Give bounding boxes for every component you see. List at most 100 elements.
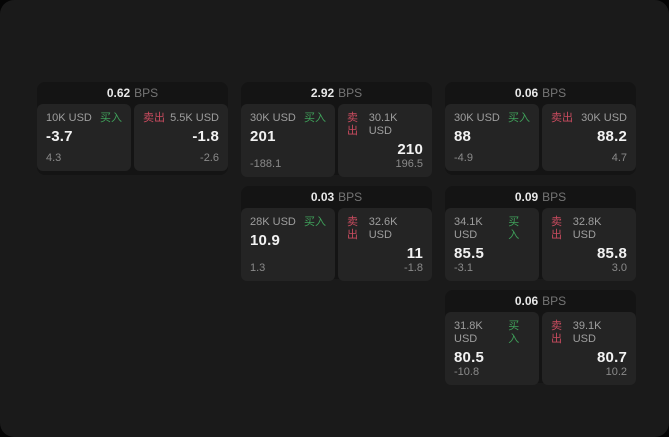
buy-button[interactable]: 买入	[508, 320, 520, 345]
card-body: 34.1K USD 买入 85.5 -3.1 卖出 32.8K USD 85.8…	[445, 208, 636, 285]
buy-quote-tile[interactable]: 31.8K USD 买入 80.5 -10.8	[445, 312, 539, 385]
sell-amount: 5.5K USD	[170, 112, 219, 124]
sell-button[interactable]: 卖出	[551, 216, 562, 241]
sell-delta: 10.2	[605, 366, 627, 378]
sell-amount: 30.1K USD	[368, 112, 398, 137]
bps-unit-label: BPS	[542, 190, 567, 204]
card-header: 0.06 BPS	[445, 290, 636, 312]
quote-card: 2.92 BPS 30K USD 买入 201 -188.1 卖出 30.1K …	[241, 82, 432, 177]
sell-delta: 3.0	[611, 262, 627, 274]
card-header: 0.62 BPS	[37, 82, 228, 104]
card-body: 10K USD 买入 -3.7 4.3 卖出 5.5K USD -1.8 -2.…	[37, 104, 228, 175]
buy-button[interactable]: 买入	[100, 112, 122, 124]
sell-price: 210	[397, 141, 423, 158]
buy-button[interactable]: 买入	[508, 216, 520, 241]
card-header: 0.06 BPS	[445, 82, 636, 104]
sell-tile-header: 卖出 30.1K USD	[347, 112, 423, 138]
bps-unit-label: BPS	[338, 86, 363, 100]
sell-price: 11	[406, 245, 423, 262]
quote-card-grid: 0.62 BPS 10K USD 买入 -3.7 4.3 卖出 5.5K USD	[37, 82, 636, 385]
buy-delta: -4.9	[454, 152, 473, 164]
buy-delta: -3.1	[454, 262, 473, 274]
buy-tile-header: 28K USD 买入	[250, 216, 326, 229]
sell-price: -1.8	[192, 128, 219, 145]
buy-amount: 31.8K USD	[454, 320, 483, 345]
buy-price: 201	[250, 128, 276, 145]
buy-quote-tile[interactable]: 30K USD 买入 88 -4.9	[445, 104, 539, 171]
bps-unit-label: BPS	[542, 294, 567, 308]
card-body: 30K USD 买入 201 -188.1 卖出 30.1K USD 210 1…	[241, 104, 432, 181]
buy-tile-header: 30K USD 买入	[250, 112, 326, 125]
sell-price: 80.7	[597, 349, 627, 366]
buy-delta: 1.3	[250, 262, 266, 274]
buy-tile-header: 30K USD 买入	[454, 112, 530, 125]
sell-amount: 32.6K USD	[368, 216, 398, 241]
sell-tile-header: 卖出 30K USD	[551, 112, 627, 125]
buy-button[interactable]: 买入	[304, 216, 326, 228]
bps-value: 0.06	[514, 294, 539, 308]
buy-quote-tile[interactable]: 10K USD 买入 -3.7 4.3	[37, 104, 131, 171]
quote-card: 0.62 BPS 10K USD 买入 -3.7 4.3 卖出 5.5K USD	[37, 82, 228, 175]
bps-value: 2.92	[310, 86, 335, 100]
buy-price: 80.5	[454, 349, 484, 366]
sell-button[interactable]: 卖出	[347, 112, 358, 137]
buy-quote-tile[interactable]: 34.1K USD 买入 85.5 -3.1	[445, 208, 539, 281]
sell-price: 88.2	[597, 128, 627, 145]
buy-amount: 10K USD	[46, 112, 92, 124]
buy-delta: -10.8	[454, 366, 480, 378]
sell-amount: 30K USD	[581, 112, 627, 124]
buy-tile-header: 31.8K USD 买入	[454, 320, 530, 346]
sell-quote-tile[interactable]: 卖出 32.8K USD 85.8 3.0	[542, 208, 636, 281]
bps-unit-label: BPS	[134, 86, 159, 100]
bps-value: 0.06	[514, 86, 539, 100]
buy-amount: 30K USD	[250, 112, 296, 124]
sell-quote-tile[interactable]: 卖出 39.1K USD 80.7 10.2	[542, 312, 636, 385]
quote-card: 0.06 BPS 31.8K USD 买入 80.5 -10.8 卖出 39.1…	[445, 290, 636, 385]
buy-price: 10.9	[250, 232, 280, 249]
card-body: 30K USD 买入 88 -4.9 卖出 30K USD 88.2 4.7	[445, 104, 636, 175]
buy-amount: 30K USD	[454, 112, 500, 124]
card-header: 0.09 BPS	[445, 186, 636, 208]
buy-quote-tile[interactable]: 28K USD 买入 10.9 1.3	[241, 208, 335, 281]
sell-quote-tile[interactable]: 卖出 30.1K USD 210 196.5	[338, 104, 432, 177]
sell-delta: -2.6	[200, 152, 219, 164]
sell-price: 85.8	[597, 245, 627, 262]
card-header: 2.92 BPS	[241, 82, 432, 104]
buy-price: 85.5	[454, 245, 484, 262]
sell-tile-header: 卖出 32.6K USD	[347, 216, 423, 242]
sell-tile-header: 卖出 32.8K USD	[551, 216, 627, 242]
buy-amount: 34.1K USD	[454, 216, 483, 241]
buy-delta: -188.1	[250, 158, 282, 170]
sell-delta: 196.5	[395, 158, 423, 170]
sell-button[interactable]: 卖出	[347, 216, 358, 241]
sell-tile-header: 卖出 39.1K USD	[551, 320, 627, 346]
buy-quote-tile[interactable]: 30K USD 买入 201 -188.1	[241, 104, 335, 177]
card-body: 28K USD 买入 10.9 1.3 卖出 32.6K USD 11 -1.8	[241, 208, 432, 285]
sell-delta: 4.7	[611, 152, 627, 164]
buy-tile-header: 34.1K USD 买入	[454, 216, 530, 242]
bps-unit-label: BPS	[338, 190, 363, 204]
sell-amount: 32.8K USD	[572, 216, 602, 241]
sell-delta: -1.8	[404, 262, 423, 274]
bps-value: 0.03	[310, 190, 335, 204]
bps-value: 0.62	[106, 86, 131, 100]
sell-quote-tile[interactable]: 卖出 30K USD 88.2 4.7	[542, 104, 636, 171]
buy-button[interactable]: 买入	[304, 112, 326, 124]
buy-price: 88	[454, 128, 472, 145]
sell-button[interactable]: 卖出	[551, 112, 573, 124]
buy-price: -3.7	[46, 128, 73, 145]
card-header: 0.03 BPS	[241, 186, 432, 208]
sell-quote-tile[interactable]: 卖出 5.5K USD -1.8 -2.6	[134, 104, 228, 171]
sell-quote-tile[interactable]: 卖出 32.6K USD 11 -1.8	[338, 208, 432, 281]
quote-card: 0.06 BPS 30K USD 买入 88 -4.9 卖出 30K USD	[445, 82, 636, 175]
buy-button[interactable]: 买入	[508, 112, 530, 124]
bps-value: 0.09	[514, 190, 539, 204]
sell-button[interactable]: 卖出	[551, 320, 562, 345]
sell-button[interactable]: 卖出	[143, 112, 165, 124]
quote-card: 0.09 BPS 34.1K USD 买入 85.5 -3.1 卖出 32.8K…	[445, 186, 636, 281]
buy-delta: 4.3	[46, 152, 62, 164]
buy-tile-header: 10K USD 买入	[46, 112, 122, 125]
sell-tile-header: 卖出 5.5K USD	[143, 112, 219, 125]
buy-amount: 28K USD	[250, 216, 296, 228]
